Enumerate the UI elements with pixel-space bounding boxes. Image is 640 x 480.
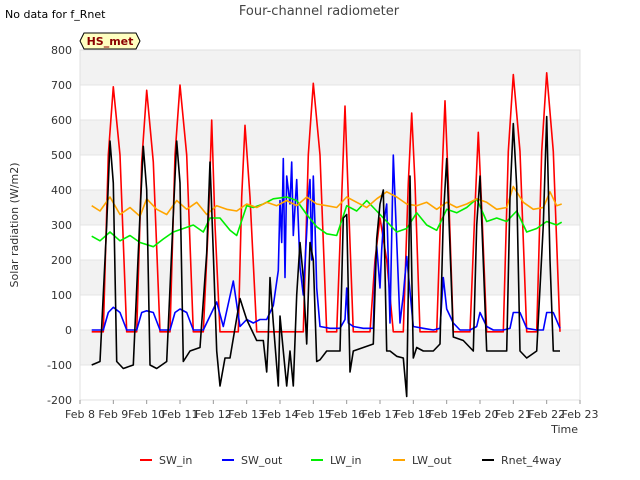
x-tick-label: Feb 10 (128, 408, 165, 421)
legend-item-lw-out: LW_out (393, 454, 452, 467)
y-tick-label: 500 (51, 149, 72, 162)
series-line-sw-in (91, 72, 561, 333)
x-tick-label: Feb 8 (65, 408, 95, 421)
chart-title: Four-channel radiometer (239, 4, 400, 19)
y-tick-label: 200 (51, 254, 72, 267)
grid-band (80, 330, 580, 365)
x-tick-label: Feb 19 (428, 408, 465, 421)
grid-band (80, 190, 580, 225)
x-tick-label: Feb 17 (362, 408, 399, 421)
legend-label: Rnet_4way (501, 454, 562, 467)
y-tick-label: 600 (51, 114, 72, 127)
series-lines (91, 72, 563, 398)
y-axis-ticks: -200 -100 0 100 200 300 400 500 600 700 800 (47, 44, 72, 407)
y-tick-label: -100 (47, 359, 72, 372)
grid-band (80, 120, 580, 155)
legend-item-sw-in: SW_in (140, 454, 192, 467)
legend: SW_in SW_out LW_in LW_out Rnet_4way (140, 454, 562, 467)
x-tick-label: Feb 15 (295, 408, 332, 421)
legend-label: LW_out (412, 454, 452, 467)
x-tick-label: Feb 9 (98, 408, 128, 421)
series-line-lw-out (91, 185, 562, 218)
x-tick-label: Feb 11 (162, 408, 199, 421)
y-tick-label: 800 (51, 44, 72, 57)
plot-border (79, 49, 581, 401)
x-tick-label: Feb 21 (495, 408, 532, 421)
series-line-rnet-4way (91, 115, 560, 398)
x-tick-label: Feb 16 (328, 408, 365, 421)
x-tick-label: Feb 20 (462, 408, 499, 421)
y-axis-title: Solar radiation (W/m2) (8, 162, 21, 287)
x-tick-label: Feb 18 (395, 408, 432, 421)
y-tick-label: 100 (51, 289, 72, 302)
grid-band (80, 50, 580, 85)
grid-band (80, 260, 580, 295)
y-tick-label: 700 (51, 79, 72, 92)
y-tick-label: 0 (65, 324, 72, 337)
no-data-note: No data for f_Rnet (5, 8, 106, 21)
x-tick-label: Feb 23 (562, 408, 599, 421)
x-tick-label: Feb 13 (228, 408, 265, 421)
x-tick-label: Feb 14 (262, 408, 299, 421)
y-tick-label: 400 (51, 184, 72, 197)
station-badge: HS_met (79, 32, 141, 50)
x-tick-label: Feb 22 (528, 408, 565, 421)
x-tick-label: Feb 12 (195, 408, 232, 421)
legend-item-sw-out: SW_out (222, 454, 283, 467)
legend-item-rnet-4way: Rnet_4way (482, 454, 562, 467)
x-axis-title: Time (550, 423, 578, 436)
badge-label: HS_met (87, 35, 134, 48)
legend-label: LW_in (330, 454, 362, 467)
legend-label: SW_out (241, 454, 283, 467)
y-tick-label: -200 (47, 394, 72, 407)
legend-label: SW_in (159, 454, 192, 467)
legend-item-lw-in: LW_in (311, 454, 362, 467)
badge-shape (79, 32, 141, 50)
y-tick-label: 300 (51, 219, 72, 232)
